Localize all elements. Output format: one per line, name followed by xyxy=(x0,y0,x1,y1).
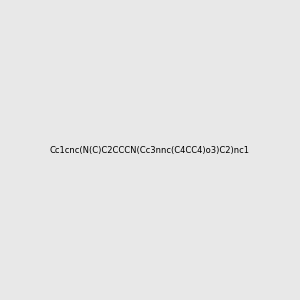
Text: Cc1cnc(N(C)C2CCCN(Cc3nnc(C4CC4)o3)C2)nc1: Cc1cnc(N(C)C2CCCN(Cc3nnc(C4CC4)o3)C2)nc1 xyxy=(50,146,250,154)
